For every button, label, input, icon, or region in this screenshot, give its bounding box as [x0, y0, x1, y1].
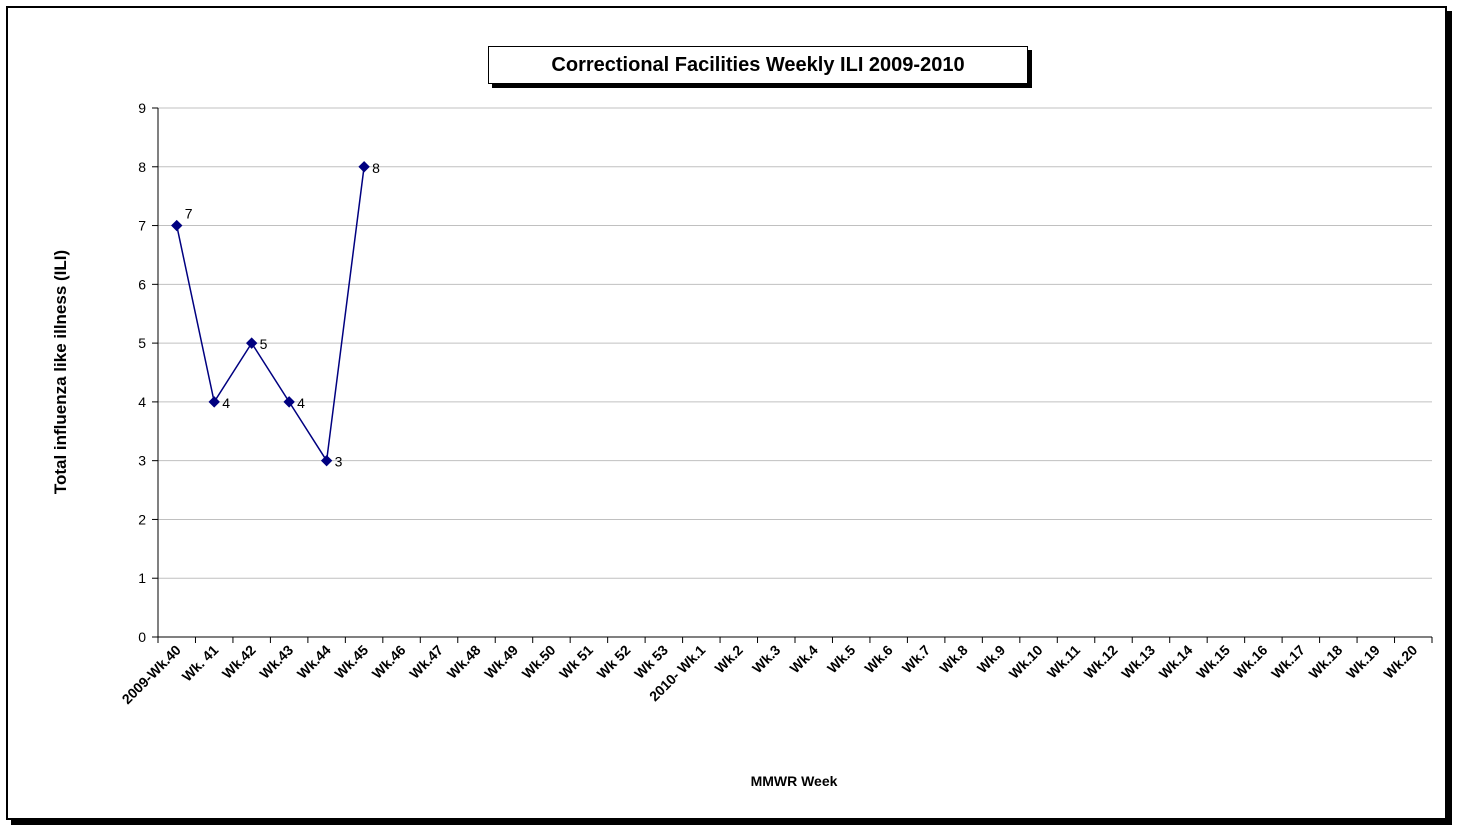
y-tick-label: 9 [138, 100, 146, 116]
data-point [358, 161, 370, 173]
y-tick-label: 4 [138, 394, 146, 410]
x-tick-label: Wk.13 [1118, 642, 1158, 682]
x-tick-label: Wk.42 [219, 642, 259, 682]
x-tick-label: Wk.45 [331, 642, 371, 682]
x-tick-label: Wk.48 [444, 642, 484, 682]
x-tick-label: Wk.50 [519, 642, 559, 682]
x-tick-label: Wk.16 [1231, 642, 1271, 682]
chart-title: Correctional Facilities Weekly ILI 2009-… [488, 46, 1028, 84]
x-tick-label: Wk 51 [556, 642, 596, 682]
data-label: 5 [260, 336, 268, 352]
series: 7 4 5 4 3 8 [171, 160, 380, 470]
x-tick-label: Wk.47 [406, 642, 446, 682]
x-tick-label: Wk.43 [256, 642, 296, 682]
x-tick-label: Wk.10 [1006, 642, 1046, 682]
x-axis-title: MMWR Week [751, 773, 838, 789]
x-tick-label: Wk.15 [1193, 642, 1233, 682]
data-label: 8 [372, 160, 380, 176]
x-tick-label: Wk.6 [861, 642, 896, 677]
data-label: 4 [297, 395, 305, 411]
data-point [283, 396, 295, 408]
data-label: 4 [222, 395, 230, 411]
x-tick-label: Wk.9 [974, 642, 1009, 677]
series-line [176, 166, 365, 463]
data-label: 3 [335, 454, 343, 470]
x-tick-label: Wk.5 [824, 642, 859, 677]
grid-lines [158, 107, 1432, 579]
y-tick-label: 7 [138, 218, 146, 234]
data-point [245, 337, 258, 349]
x-tick-label: Wk. 41 [179, 642, 222, 685]
x-tick-label: Wk.3 [749, 642, 784, 677]
x-tick-label: Wk.17 [1268, 642, 1308, 682]
y-tick-label: 5 [138, 335, 146, 351]
x-tick-label: Wk.44 [294, 642, 334, 682]
chart-frame [6, 6, 1447, 820]
x-tick-label: Wk.12 [1081, 642, 1121, 682]
x-tick-label: Wk.14 [1156, 642, 1196, 682]
y-tick-label: 6 [138, 276, 146, 292]
data-label: 7 [185, 206, 193, 222]
y-tick-label: 2 [138, 511, 146, 527]
x-tick-label: Wk.46 [369, 642, 409, 682]
x-tick-label: 2009-Wk.40 [119, 642, 184, 707]
x-tick-label: Wk.4 [786, 642, 821, 677]
x-tick-label: Wk 52 [594, 642, 634, 682]
y-tick-label: 0 [138, 629, 146, 645]
x-tick-label: Wk.2 [711, 642, 746, 677]
x-tick-label: Wk.49 [481, 642, 521, 682]
y-axis-title: Total influenza like illness (ILI) [51, 250, 70, 494]
y-tick-label: 3 [138, 453, 146, 469]
x-tick-label: Wk.19 [1343, 642, 1383, 682]
x-tick-label: Wk.8 [936, 642, 971, 677]
data-point [320, 454, 333, 467]
x-tick-label: Wk.20 [1380, 642, 1420, 682]
data-point [171, 219, 183, 232]
data-point [208, 396, 220, 408]
x-tick-label: Wk.7 [899, 642, 934, 677]
y-tick-label: 8 [138, 159, 146, 175]
y-tick-label: 1 [138, 570, 146, 586]
x-tick-label: Wk.18 [1306, 642, 1346, 682]
x-tick-label: Wk.11 [1044, 642, 1084, 682]
